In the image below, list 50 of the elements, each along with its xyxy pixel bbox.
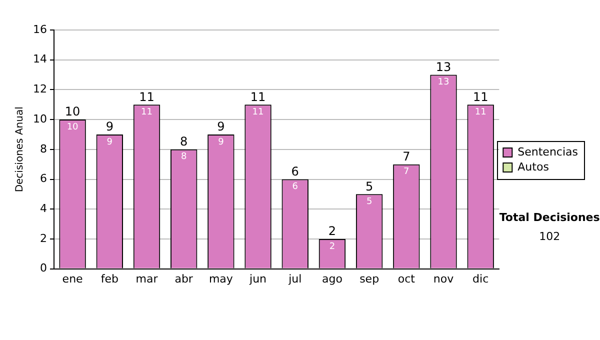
y-tick-label: 0 [40, 262, 47, 275]
data-label: 6 [292, 182, 298, 192]
legend-label: Sentencias [518, 145, 578, 158]
y-tick-label: 2 [40, 232, 47, 245]
x-tick-label: nov [433, 272, 454, 286]
total-label: 9 [106, 120, 114, 134]
total-label: 2 [328, 224, 336, 238]
y-tick-label: 12 [32, 82, 47, 96]
total-label: 10 [64, 104, 80, 119]
x-tick-label: ene [62, 272, 84, 286]
x-tick-label: dic [472, 272, 489, 286]
total-label: 5 [365, 179, 374, 194]
y-tick-label: 8 [40, 142, 47, 156]
data-label: 5 [366, 197, 372, 208]
data-label: 11 [141, 107, 152, 118]
y-axis-title: Decisiones Anual [14, 106, 26, 192]
total-label: 9 [217, 120, 225, 134]
total-label: 11 [472, 90, 488, 104]
x-tick-label: feb [100, 272, 118, 286]
data-label: 13 [438, 78, 450, 88]
y-tick-label: 4 [40, 202, 47, 215]
data-label: 9 [218, 137, 224, 148]
data-label: 9 [106, 137, 113, 148]
data-label: 11 [252, 107, 264, 118]
x-tick-label: jun [248, 272, 267, 286]
total-label: 11 [250, 90, 266, 104]
data-label: 2 [329, 242, 336, 252]
x-tick-label: ago [322, 272, 343, 286]
total-label: 6 [291, 164, 299, 178]
total-label: 7 [402, 149, 410, 164]
y-tick-label: 14 [32, 52, 47, 66]
data-label: 7 [404, 167, 410, 178]
y-tick-label: 6 [40, 172, 47, 186]
x-tick-label: oct [398, 272, 416, 286]
total-label: 13 [436, 60, 452, 74]
data-label: 10 [66, 122, 79, 132]
y-tick-label: 16 [32, 22, 47, 36]
x-tick-label: sep [360, 272, 380, 286]
data-label: 11 [474, 107, 486, 118]
x-tick-label: mar [136, 272, 158, 286]
total-label: 8 [180, 134, 188, 149]
x-tick-label: may [208, 272, 234, 286]
text: Total Decisiones [499, 210, 600, 224]
y-tick-label: 10 [32, 112, 47, 126]
total-label: 11 [139, 90, 154, 104]
data-label: 8 [180, 152, 187, 162]
x-tick-label: jul [288, 272, 302, 286]
legend-label: Autos [518, 160, 550, 174]
x-tick-label: abr [174, 272, 194, 286]
text: 102 [539, 230, 560, 243]
